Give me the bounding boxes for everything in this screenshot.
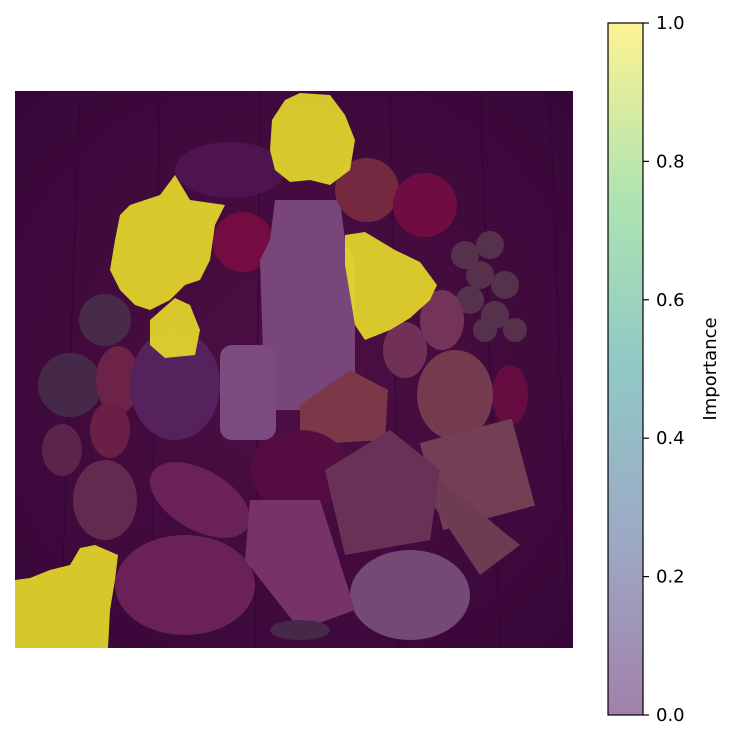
yellow-pepper-icon bbox=[270, 93, 355, 185]
colorbar-frame bbox=[607, 22, 644, 716]
colorbar-tick-label: 0.6 bbox=[656, 290, 685, 311]
yellow-peppers-right-icon bbox=[345, 232, 437, 340]
colorbar-tick-label: 0.8 bbox=[656, 151, 685, 172]
saliency-image bbox=[15, 91, 573, 648]
lettuce-icon bbox=[110, 175, 225, 310]
colorbar-tick-label: 1.0 bbox=[656, 13, 685, 34]
colorbar-gradient bbox=[608, 23, 643, 715]
lettuce-corner-icon bbox=[15, 545, 118, 648]
colorbar-tick-label: 0.0 bbox=[656, 705, 685, 726]
colorbar-label: Importance bbox=[700, 317, 721, 420]
colorbar-tick-label: 0.2 bbox=[656, 567, 685, 588]
colorbar-ticks: 0.0 0.2 0.4 0.6 0.8 1.0 bbox=[643, 13, 685, 726]
colorbar: 0.0 0.2 0.4 0.6 0.8 1.0 Importance bbox=[607, 13, 721, 726]
colorbar-tick-label: 0.4 bbox=[656, 428, 685, 449]
high-importance-regions bbox=[15, 93, 437, 648]
